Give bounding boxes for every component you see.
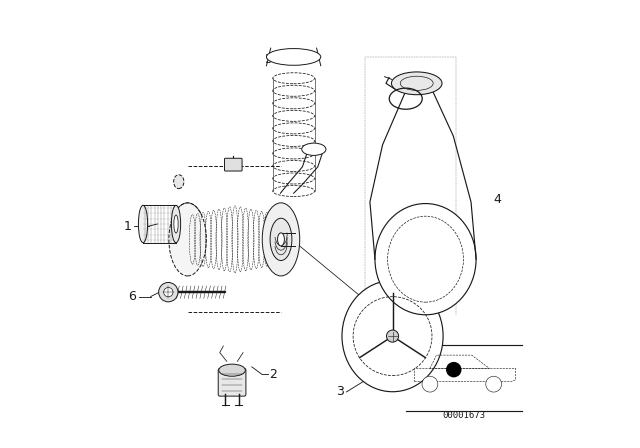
FancyBboxPatch shape <box>225 158 242 171</box>
Ellipse shape <box>266 48 321 65</box>
Circle shape <box>422 376 438 392</box>
Circle shape <box>447 362 461 377</box>
Text: 3: 3 <box>336 385 344 398</box>
Ellipse shape <box>270 218 292 261</box>
Ellipse shape <box>174 215 178 233</box>
Circle shape <box>486 376 502 392</box>
Text: 6: 6 <box>129 290 136 303</box>
Ellipse shape <box>169 203 206 276</box>
Ellipse shape <box>342 280 443 392</box>
Ellipse shape <box>301 143 326 155</box>
Ellipse shape <box>262 203 300 276</box>
Text: 1: 1 <box>124 220 132 233</box>
Ellipse shape <box>392 72 442 95</box>
Circle shape <box>159 283 178 302</box>
Text: 5: 5 <box>265 52 273 65</box>
Ellipse shape <box>278 233 284 246</box>
Text: 2: 2 <box>269 368 277 381</box>
Circle shape <box>387 330 399 342</box>
Ellipse shape <box>173 175 184 189</box>
FancyBboxPatch shape <box>218 368 246 396</box>
Ellipse shape <box>219 364 245 376</box>
Circle shape <box>164 288 173 297</box>
Text: 4: 4 <box>493 194 502 207</box>
Text: 00001673: 00001673 <box>442 411 486 420</box>
Ellipse shape <box>172 205 180 243</box>
Ellipse shape <box>375 203 476 315</box>
Ellipse shape <box>138 205 148 243</box>
